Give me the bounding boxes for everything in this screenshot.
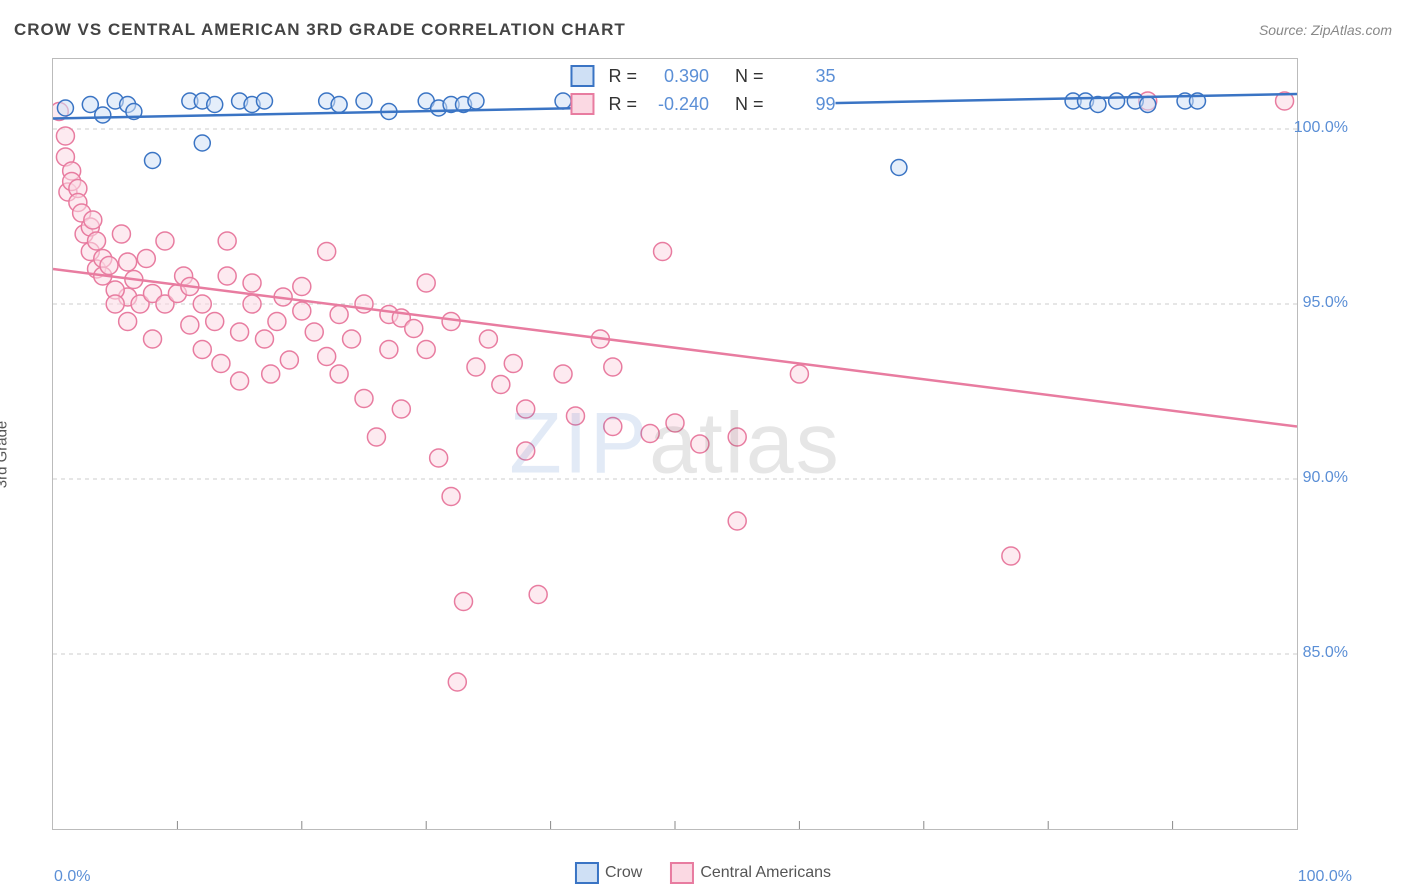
- legend-item-crow: Crow: [575, 862, 642, 884]
- legend-row-ca: R = -0.240 N = 99: [570, 90, 835, 118]
- n-label: N =: [735, 90, 764, 118]
- y-tick-label: 100.0%: [1294, 119, 1348, 137]
- r-value-ca: -0.240: [645, 90, 709, 118]
- swatch-crow-icon: [575, 862, 599, 884]
- legend-row-crow: R = 0.390 N = 35: [570, 62, 835, 90]
- swatch-crow: [570, 65, 594, 87]
- n-label: N =: [735, 62, 764, 90]
- plot-area: ZIPatlas: [52, 58, 1298, 830]
- legend-item-ca: Central Americans: [670, 862, 831, 884]
- x-min-label: 0.0%: [54, 868, 90, 886]
- swatch-ca: [570, 93, 594, 115]
- r-label: R =: [608, 90, 637, 118]
- n-value-crow: 35: [772, 62, 836, 90]
- source-label: Source: ZipAtlas.com: [1259, 22, 1392, 38]
- correlation-legend: R = 0.390 N = 35 R = -0.240 N = 99: [570, 62, 835, 118]
- chart-svg: [53, 59, 1297, 829]
- r-label: R =: [608, 62, 637, 90]
- y-tick-label: 95.0%: [1303, 294, 1348, 312]
- n-value-ca: 99: [772, 90, 836, 118]
- swatch-ca-icon: [670, 862, 694, 884]
- chart-title: CROW VS CENTRAL AMERICAN 3RD GRADE CORRE…: [14, 20, 626, 40]
- y-tick-label: 90.0%: [1303, 469, 1348, 487]
- y-axis-label: 3rd Grade: [0, 421, 11, 489]
- series-legend: Crow Central Americans: [575, 862, 831, 884]
- r-value-crow: 0.390: [645, 62, 709, 90]
- y-tick-label: 85.0%: [1303, 644, 1348, 662]
- x-max-label: 100.0%: [1298, 868, 1352, 886]
